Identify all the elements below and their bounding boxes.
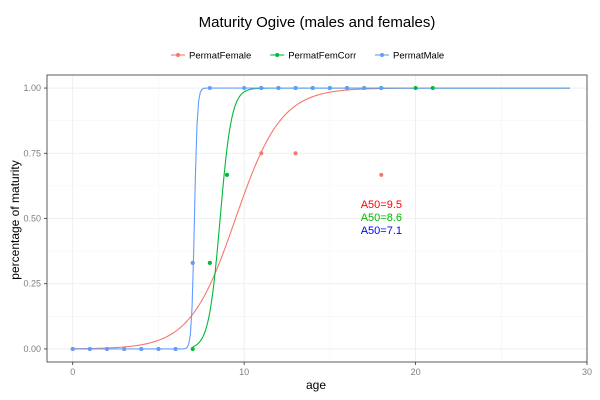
point-PermatFemCorr	[225, 172, 229, 177]
point-PermatFemCorr	[190, 346, 195, 351]
y-tick-label: 0.75	[23, 148, 41, 158]
legend-label: PermatMale	[393, 51, 444, 62]
point-PermatMale	[379, 86, 384, 91]
x-axis-title: age	[306, 378, 326, 392]
point-PermatMale	[293, 86, 298, 91]
x-tick-label: 0	[70, 367, 75, 377]
a50-annotation: A50=9.5	[361, 199, 402, 211]
point-PermatMale	[310, 86, 315, 91]
point-PermatMale	[70, 346, 75, 351]
legend-key-point	[275, 53, 280, 57]
point-PermatMale	[327, 86, 332, 91]
points	[70, 86, 435, 351]
point-PermatFemCorr	[413, 86, 418, 91]
axes: 0 10 20 30 0.00 0.25 0.50 0.75 1.00	[23, 74, 592, 377]
point-PermatFemCorr	[430, 86, 435, 91]
point-PermatMale	[139, 346, 144, 351]
legend-label: PermatFemCorr	[288, 51, 356, 62]
point-PermatMale	[345, 86, 349, 91]
point-PermatMale	[122, 346, 127, 351]
grid	[47, 75, 588, 362]
point-PermatMale	[105, 346, 109, 351]
a50-annotation: A50=7.1	[361, 225, 402, 237]
legend-item-PermatFemale: PermatFemale	[171, 51, 251, 62]
legend-key-point	[176, 53, 180, 57]
point-PermatMale	[207, 86, 212, 91]
point-PermatFemCorr	[207, 260, 212, 265]
x-tick-label: 30	[582, 367, 592, 377]
chart-title: Maturity Ogive (males and females)	[199, 14, 436, 31]
point-PermatFemale	[259, 151, 264, 156]
y-tick-label: 0.50	[23, 214, 41, 224]
legend: PermatFemale PermatFemCorr PermatMale	[171, 51, 444, 62]
point-PermatFemale	[293, 151, 298, 156]
y-tick-label: 0.00	[23, 344, 41, 354]
point-PermatMale	[173, 346, 178, 351]
legend-label: PermatFemale	[189, 51, 251, 62]
point-PermatMale	[362, 86, 367, 91]
y-axis-title: percentage of maturity	[8, 160, 22, 279]
point-PermatFemale	[379, 172, 384, 177]
legend-item-PermatMale: PermatMale	[375, 51, 444, 62]
point-PermatMale	[259, 86, 264, 91]
legend-key-point	[380, 53, 384, 57]
point-PermatMale	[242, 86, 247, 91]
curve-PermatMale	[72, 87, 570, 350]
y-tick-label: 1.00	[23, 83, 41, 93]
a50-annotation: A50=8.6	[361, 212, 402, 224]
point-PermatMale	[156, 346, 161, 351]
y-tick-label: 0.25	[23, 279, 41, 289]
point-PermatMale	[276, 86, 281, 91]
x-tick-label: 10	[239, 367, 249, 377]
legend-item-PermatFemCorr: PermatFemCorr	[270, 51, 356, 62]
point-PermatMale	[190, 260, 195, 265]
x-tick-label: 20	[411, 367, 421, 377]
point-PermatMale	[87, 346, 92, 351]
